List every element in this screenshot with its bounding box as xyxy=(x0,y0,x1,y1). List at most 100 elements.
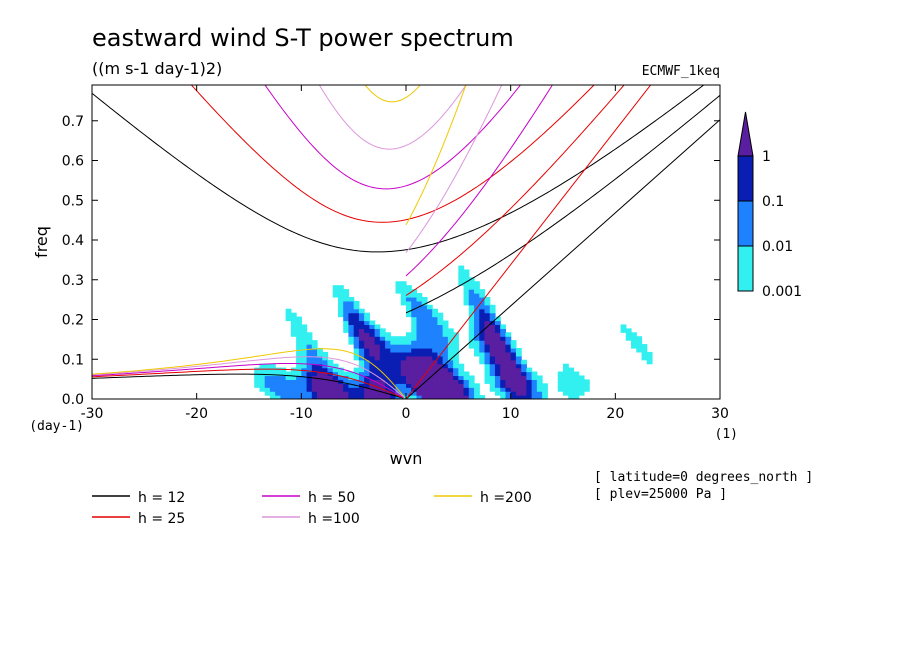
spectrum-cell xyxy=(505,371,512,377)
spectrum-cell xyxy=(306,391,313,396)
spectrum-cell xyxy=(578,387,585,392)
spectrum-cell xyxy=(505,340,512,345)
spectrum-cell xyxy=(515,359,522,365)
x-unit-label: (1) xyxy=(715,427,738,442)
spectrum-cell xyxy=(510,359,517,365)
spectrum-cell xyxy=(296,359,302,365)
spectrum-cell xyxy=(432,324,438,329)
spectrum-cell xyxy=(489,363,496,369)
spectrum-cell xyxy=(406,391,412,396)
spectrum-cell xyxy=(275,391,281,396)
spectrum-cell xyxy=(573,395,580,399)
spectrum-cell xyxy=(484,371,491,377)
spectrum-cell xyxy=(568,395,575,399)
spectrum-cell xyxy=(395,336,402,341)
spectrum-cell xyxy=(311,379,318,384)
spectrum-cell xyxy=(505,336,512,341)
spectrum-cell xyxy=(484,367,491,373)
spectrum-cell xyxy=(463,269,470,274)
spectrum-cell xyxy=(468,324,475,329)
spectrum-cell xyxy=(327,383,334,388)
spectrum-cell xyxy=(337,391,344,396)
spectrum-cell xyxy=(494,332,501,337)
spectrum-cell xyxy=(301,344,308,349)
inertia-gravity-curve-h12 xyxy=(92,85,705,253)
spectrum-cell xyxy=(468,375,475,380)
spectrum-cell xyxy=(390,347,397,353)
spectrum-cell xyxy=(494,363,501,369)
spectrum-cell xyxy=(353,312,360,318)
spectrum-cell xyxy=(453,379,459,384)
spectrum-cell xyxy=(290,371,297,377)
spectrum-cell xyxy=(411,300,418,306)
spectrum-cell xyxy=(447,367,454,373)
dispersion-curves xyxy=(92,85,720,399)
spectrum-cell xyxy=(264,383,271,388)
spectrum-cell xyxy=(453,387,459,392)
spectrum-cell xyxy=(521,363,527,369)
spectrum-cell xyxy=(578,383,585,388)
spectrum-cell xyxy=(432,328,438,333)
colorbar-segment xyxy=(737,155,754,202)
spectrum-cell xyxy=(573,371,580,377)
spectrum-cell xyxy=(489,367,496,373)
spectrum-cell xyxy=(500,355,507,361)
legend-label: h = 25 xyxy=(138,511,185,527)
spectrum-cell xyxy=(374,355,381,361)
spectrum-cell xyxy=(500,391,507,396)
spectrum-cell xyxy=(426,395,433,399)
spectrum-cell xyxy=(337,375,344,380)
spectrum-cell xyxy=(390,355,397,361)
spectrum-cell xyxy=(531,379,538,384)
spectrum-cell xyxy=(358,336,365,341)
spectrum-cell xyxy=(406,285,412,290)
spectrum-cell xyxy=(421,367,428,373)
spectrum-cell xyxy=(447,359,454,365)
spectrum-cell xyxy=(290,383,297,388)
spectrum-cell xyxy=(453,391,459,396)
spectrum-cell xyxy=(521,387,527,392)
spectrum-cell xyxy=(458,273,465,278)
spectrum-cell xyxy=(458,371,465,377)
spectrum-cell xyxy=(395,391,402,396)
spectrum-cell xyxy=(337,285,344,290)
spectrum-cell xyxy=(500,379,507,384)
spectrum-cell xyxy=(400,300,407,306)
spectrum-cell xyxy=(364,320,370,326)
spectrum-cell xyxy=(437,383,444,388)
spectrum-cell xyxy=(306,347,313,353)
spectrum-cell xyxy=(322,367,329,373)
spectrum-cell xyxy=(411,363,418,369)
spectrum-cell xyxy=(369,351,376,357)
spectrum-cell xyxy=(416,395,423,399)
spectrum-cell xyxy=(353,308,360,314)
spectrum-cell xyxy=(395,367,402,373)
spectrum-cell xyxy=(437,347,444,353)
spectrum-cell xyxy=(353,355,360,361)
spectrum-cell xyxy=(411,296,418,302)
spectrum-cell xyxy=(531,371,538,377)
colorbar-top-triangle xyxy=(737,111,754,157)
spectrum-cell xyxy=(390,340,397,345)
spectrum-cell xyxy=(536,375,543,380)
spectrum-cell xyxy=(563,387,569,392)
spectrum-cell xyxy=(317,363,323,369)
spectrum-cell xyxy=(400,340,407,345)
spectrum-cell xyxy=(510,379,517,384)
spectrum-cell xyxy=(526,367,533,373)
spectrum-cell xyxy=(494,379,501,384)
spectrum-cell xyxy=(358,367,365,373)
spectrum-cell xyxy=(348,332,355,337)
spectrum-cell xyxy=(275,379,281,384)
spectrum-cell xyxy=(426,344,433,349)
spectrum-cell xyxy=(468,336,475,341)
spectrum-cell xyxy=(426,355,433,361)
spectrum-cell xyxy=(374,336,381,341)
spectrum-cell xyxy=(343,300,350,306)
spectrum-cell xyxy=(296,375,302,380)
spectrum-cell xyxy=(447,387,454,392)
spectrum-cell xyxy=(369,395,376,399)
spectrum-cell xyxy=(369,324,376,329)
spectrum-cell xyxy=(406,332,412,337)
